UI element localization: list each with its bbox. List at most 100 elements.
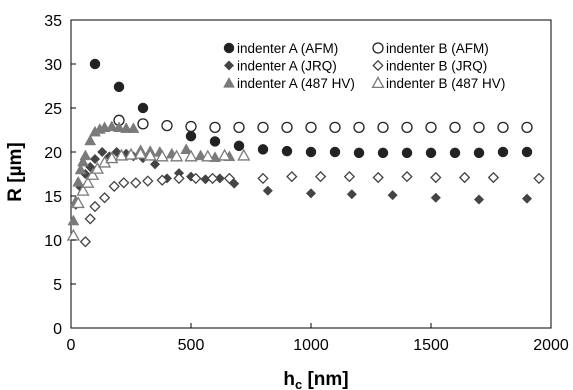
data-point (98, 192, 111, 204)
data-point (142, 175, 154, 187)
x-tick-label: 1000 (293, 337, 329, 354)
data-point (262, 185, 273, 196)
data-point (257, 172, 269, 185)
data-point (161, 119, 173, 132)
data-point (223, 172, 236, 185)
data-point (137, 118, 149, 130)
data-point (169, 149, 184, 162)
legend-item: indenter A (487 HV) (223, 76, 355, 91)
series-1 (89, 58, 533, 159)
data-point (71, 196, 85, 209)
y-tick-label: 20 (44, 145, 62, 162)
data-marks (66, 58, 545, 248)
data-point (77, 155, 89, 167)
data-point (89, 58, 101, 70)
data-point (72, 175, 85, 187)
data-point (217, 148, 232, 161)
legend-marker (371, 76, 385, 89)
series-2 (113, 114, 533, 134)
data-point (185, 120, 197, 133)
data-point (84, 213, 96, 225)
data-point (425, 121, 437, 134)
data-point (206, 172, 219, 185)
data-point (89, 200, 101, 213)
data-point (401, 147, 413, 159)
data-point (209, 121, 221, 134)
x-tick-label: 2000 (533, 337, 569, 354)
data-point (401, 170, 413, 183)
series-6 (66, 146, 251, 241)
legend: indenter A (AFM) indenter B (AFM) indenter… (223, 41, 505, 91)
legend-marker (223, 60, 235, 71)
data-point (449, 147, 461, 159)
data-point (84, 134, 97, 146)
data-point (118, 177, 130, 189)
data-point (130, 177, 142, 189)
legend-marker (372, 59, 384, 72)
y-tick-label: 5 (53, 277, 62, 294)
data-point (372, 171, 384, 184)
data-point (155, 149, 169, 162)
data-point (521, 121, 533, 134)
data-point (329, 146, 341, 158)
data-point (105, 151, 119, 164)
data-point (533, 172, 545, 185)
data-point (387, 190, 398, 201)
x-tick-label: 0 (67, 337, 76, 354)
data-point (124, 147, 138, 160)
data-point (473, 147, 485, 159)
y-tick-label: 35 (44, 13, 62, 30)
series-4 (79, 170, 545, 248)
data-point (425, 147, 437, 159)
data-point (173, 172, 185, 185)
x-axis-title-subscript: c (295, 377, 302, 390)
data-point (430, 171, 442, 184)
axes: 0 500 1000 1500 2000 0 5 10 15 20 25 30 35 (44, 13, 569, 354)
legend-item: indenter B (AFM) (372, 41, 489, 56)
data-point (473, 121, 485, 134)
data-point (143, 148, 157, 161)
data-point (237, 148, 251, 161)
data-point (120, 122, 133, 133)
data-point (286, 170, 298, 183)
legend-item: indenter A (JRQ) (223, 59, 337, 74)
data-point (89, 153, 101, 165)
legend-label: indenter A (JRQ) (237, 59, 337, 74)
data-point (257, 121, 269, 134)
data-point (105, 120, 118, 132)
y-tick-label: 25 (44, 101, 62, 118)
data-point (114, 148, 129, 161)
data-point (180, 143, 193, 155)
data-point (314, 170, 327, 183)
data-point (257, 144, 269, 155)
x-axis-title-main: h (283, 369, 295, 390)
data-point (401, 121, 413, 134)
x-tick-label: 500 (178, 337, 205, 354)
data-point (377, 147, 389, 159)
y-axis-title: R [µm] (5, 142, 26, 202)
data-point (113, 81, 125, 93)
legend-marker (223, 76, 235, 88)
data-point (473, 194, 485, 205)
x-axis-title: hc [nm] (283, 369, 348, 390)
data-point (79, 149, 92, 161)
legend-item: indenter A (AFM) (223, 41, 338, 56)
data-point (127, 122, 140, 133)
data-point (85, 168, 100, 180)
data-point (305, 146, 317, 158)
data-point (497, 146, 509, 158)
data-point (108, 180, 120, 192)
data-point (377, 121, 389, 134)
data-point (113, 121, 125, 133)
x-axis-title-unit: [nm] (302, 369, 348, 390)
data-point (487, 171, 500, 184)
data-point (74, 163, 87, 175)
y-tick-label: 0 (53, 321, 62, 338)
data-point (458, 171, 471, 184)
data-point (81, 175, 95, 188)
data-point (281, 121, 293, 134)
data-point (281, 145, 293, 157)
data-point (133, 146, 148, 159)
legend-label: indenter A (487 HV) (237, 76, 355, 91)
data-point (149, 159, 161, 170)
